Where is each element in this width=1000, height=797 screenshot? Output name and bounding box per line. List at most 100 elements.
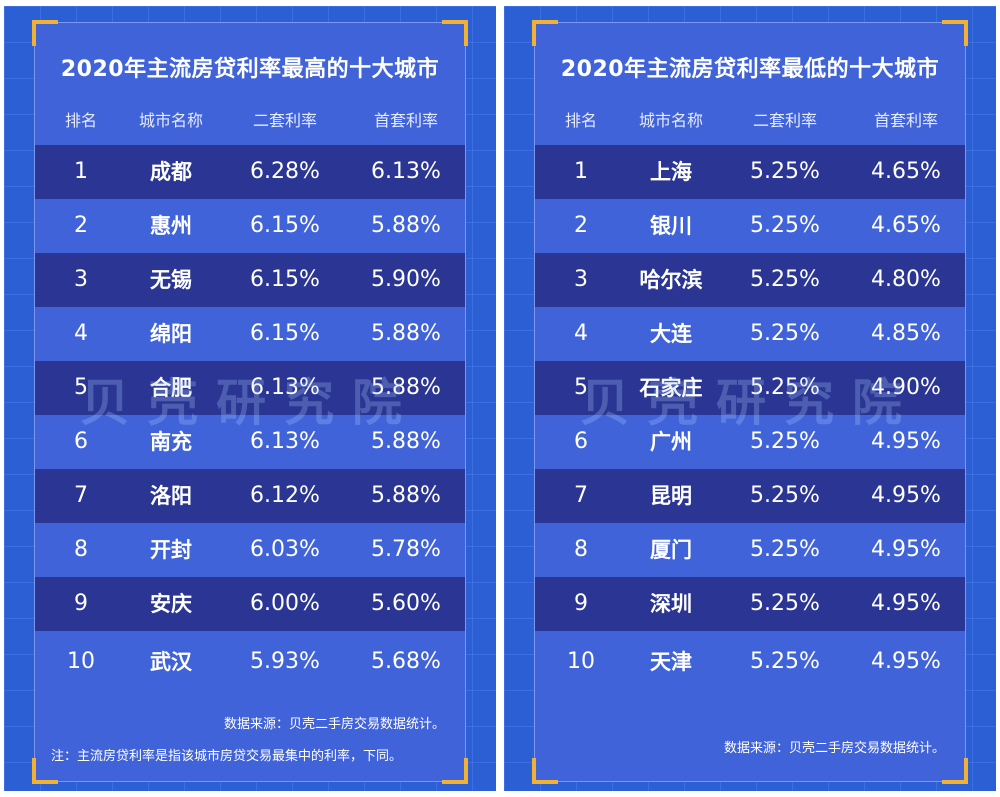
first-rate-cell: 6.13% [371, 159, 441, 184]
second-rate-cell: 5.25% [750, 321, 820, 346]
first-rate-cell: 5.88% [371, 213, 441, 238]
table-row: 5 石家庄 5.25% 4.90% [535, 361, 965, 415]
city-cell: 成都 [150, 160, 192, 184]
rank-cell: 5 [74, 375, 88, 400]
table-row: 6 南充 6.13% 5.88% [35, 415, 465, 469]
data-source-note: 数据来源：贝壳二手房交易数据统计。 [223, 717, 445, 732]
first-rate-cell: 4.65% [871, 213, 941, 238]
rank-cell: 10 [67, 649, 95, 674]
first-rate-cell: 4.95% [871, 429, 941, 454]
city-cell: 安庆 [150, 592, 192, 616]
city-cell: 天津 [650, 650, 692, 674]
second-rate-cell: 6.13% [250, 375, 320, 400]
second-rate-cell: 5.25% [750, 159, 820, 184]
table-row: 3 哈尔滨 5.25% 4.80% [535, 253, 965, 307]
rank-cell: 9 [574, 591, 588, 616]
rank-cell: 5 [574, 375, 588, 400]
table-body: 1 成都 6.28% 6.13% 2 惠州 6.15% 5.88% 3 无锡 6… [35, 145, 465, 693]
table-card: 2020年主流房贷利率最高的十大城市 排名 城市名称 二套利率 首套利率 1 成… [32, 20, 468, 784]
city-cell: 广州 [650, 430, 692, 454]
corner-bracket [532, 758, 558, 784]
city-cell: 绵阳 [150, 322, 192, 346]
rank-cell: 8 [574, 537, 588, 562]
second-rate-cell: 6.15% [250, 213, 320, 238]
header-rank: 排名 [64, 111, 97, 130]
second-rate-cell: 6.15% [250, 321, 320, 346]
first-rate-cell: 4.80% [871, 267, 941, 292]
table-row: 7 洛阳 6.12% 5.88% [35, 469, 465, 523]
table-row: 10 武汉 5.93% 5.68% [35, 631, 465, 693]
header-rank: 排名 [564, 111, 597, 130]
second-rate-cell: 6.00% [250, 591, 320, 616]
city-cell: 武汉 [150, 650, 192, 674]
header-second-rate: 二套利率 [752, 111, 817, 130]
panel-highest-rates: 2020年主流房贷利率最高的十大城市 排名 城市名称 二套利率 首套利率 1 成… [4, 6, 496, 791]
rank-cell: 7 [574, 483, 588, 508]
second-rate-cell: 5.25% [750, 537, 820, 562]
corner-bracket [942, 20, 968, 46]
rank-cell: 9 [74, 591, 88, 616]
header-first-rate: 首套利率 [373, 111, 438, 130]
table-row: 3 无锡 6.15% 5.90% [35, 253, 465, 307]
rank-cell: 1 [74, 159, 88, 184]
second-rate-cell: 5.25% [750, 375, 820, 400]
table-row: 9 深圳 5.25% 4.95% [535, 577, 965, 631]
city-cell: 昆明 [650, 484, 692, 508]
first-rate-cell: 5.88% [371, 375, 441, 400]
corner-bracket [32, 20, 58, 46]
first-rate-cell: 4.95% [871, 591, 941, 616]
rank-cell: 3 [574, 267, 588, 292]
first-rate-cell: 5.88% [371, 429, 441, 454]
data-source-note: 数据来源：贝壳二手房交易数据统计。 [723, 741, 945, 756]
corner-bracket [442, 20, 468, 46]
first-rate-cell: 5.88% [371, 483, 441, 508]
first-rate-cell: 5.60% [371, 591, 441, 616]
corner-bracket [942, 758, 968, 784]
table-row: 10 天津 5.25% 4.95% [535, 631, 965, 693]
first-rate-cell: 4.95% [871, 483, 941, 508]
city-cell: 合肥 [150, 376, 192, 400]
header-second-rate: 二套利率 [252, 111, 317, 130]
rank-cell: 4 [74, 321, 88, 346]
first-rate-cell: 4.90% [871, 375, 941, 400]
rank-cell: 6 [574, 429, 588, 454]
table-row: 1 成都 6.28% 6.13% [35, 145, 465, 199]
first-rate-cell: 4.65% [871, 159, 941, 184]
header-first-rate: 首套利率 [873, 111, 938, 130]
second-rate-cell: 5.25% [750, 649, 820, 674]
city-cell: 南充 [150, 430, 192, 454]
first-rate-cell: 4.85% [871, 321, 941, 346]
second-rate-cell: 5.25% [750, 213, 820, 238]
table-row: 2 银川 5.25% 4.65% [535, 199, 965, 253]
rank-cell: 7 [74, 483, 88, 508]
table-row: 8 厦门 5.25% 4.95% [535, 523, 965, 577]
second-rate-cell: 6.03% [250, 537, 320, 562]
table-body: 1 上海 5.25% 4.65% 2 银川 5.25% 4.65% 3 哈尔滨 … [535, 145, 965, 693]
city-cell: 洛阳 [150, 484, 192, 508]
corner-bracket [32, 758, 58, 784]
rank-cell: 6 [74, 429, 88, 454]
second-rate-cell: 6.12% [250, 483, 320, 508]
footnote: 注：主流房贷利率是指该城市房贷交易最集中的利率，下同。 [51, 749, 403, 764]
table-title: 2020年主流房贷利率最低的十大城市 [560, 57, 940, 82]
city-cell: 上海 [650, 160, 692, 184]
table-card: 2020年主流房贷利率最低的十大城市 排名 城市名称 二套利率 首套利率 1 上… [532, 20, 968, 784]
header-city: 城市名称 [138, 111, 203, 130]
rank-cell: 4 [574, 321, 588, 346]
second-rate-cell: 5.25% [750, 429, 820, 454]
corner-bracket [532, 20, 558, 46]
table-header: 排名 城市名称 二套利率 首套利率 [35, 105, 465, 137]
second-rate-cell: 5.93% [250, 649, 320, 674]
second-rate-cell: 6.15% [250, 267, 320, 292]
city-cell: 石家庄 [639, 376, 703, 400]
table-row: 2 惠州 6.15% 5.88% [35, 199, 465, 253]
second-rate-cell: 6.28% [250, 159, 320, 184]
rank-cell: 1 [574, 159, 588, 184]
table-row: 4 绵阳 6.15% 5.88% [35, 307, 465, 361]
header-city: 城市名称 [638, 111, 703, 130]
city-cell: 大连 [650, 322, 692, 346]
city-cell: 厦门 [650, 538, 692, 562]
city-cell: 深圳 [650, 592, 692, 616]
rank-cell: 10 [567, 649, 595, 674]
second-rate-cell: 5.25% [750, 267, 820, 292]
